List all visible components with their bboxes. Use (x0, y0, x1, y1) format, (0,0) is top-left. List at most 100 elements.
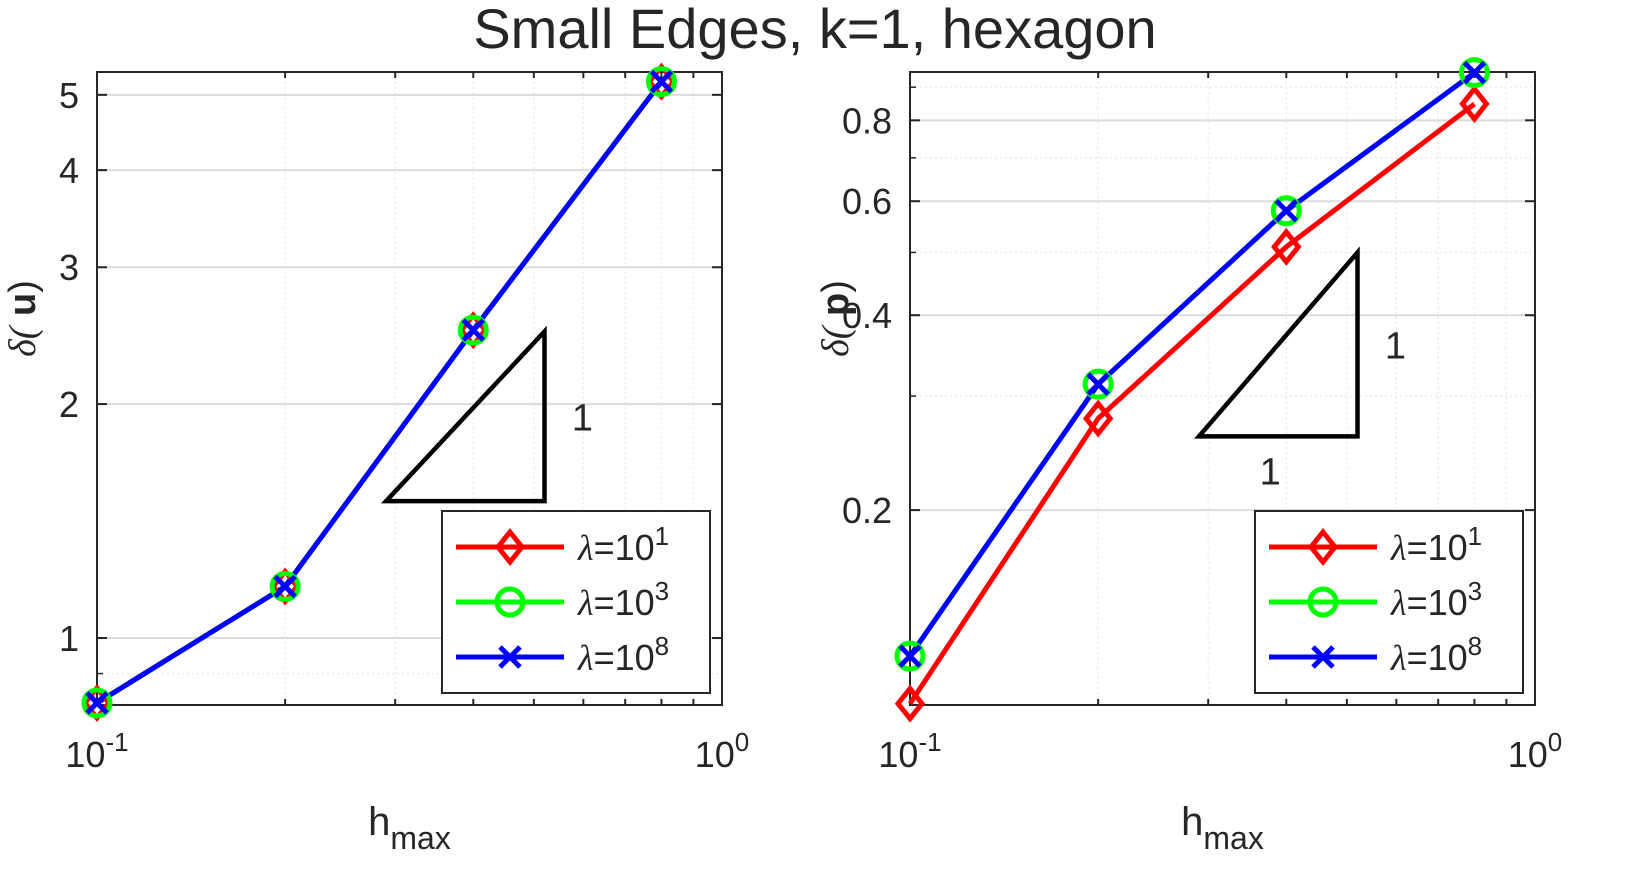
x-tick-label-exponent: 0 (1548, 727, 1562, 757)
data-point-x (85, 691, 109, 715)
legend-lambda: λ (577, 528, 594, 568)
y-axis-label-variable: u (2, 293, 44, 327)
slope-triangle-vertical-label: 1 (572, 397, 593, 439)
series-x (907, 70, 1476, 658)
x-tick-label-exponent: -1 (105, 727, 128, 757)
legend-lambda: λ (1390, 528, 1407, 568)
legend-marker-diamond (1307, 527, 1339, 567)
data-point-circle (1082, 368, 1114, 400)
legend-entry-label: λ=108 (577, 631, 669, 678)
legend-marker-x (1311, 645, 1335, 669)
legend-entry-label: λ=103 (1390, 576, 1482, 623)
data-point-diamond (1459, 84, 1490, 123)
x-tick-label-exponent: 0 (735, 727, 749, 757)
series-x (95, 80, 664, 706)
x-tick-label: 10-1 (878, 727, 941, 775)
y-tick-label: 1 (59, 618, 79, 659)
legend-base: =10 (594, 527, 655, 568)
y-tick-label: 5 (59, 75, 79, 116)
y-tick-label: 0.8 (842, 100, 892, 141)
y-tick-label: 2 (59, 384, 79, 425)
data-point-x (649, 69, 674, 94)
legend-exponent: 8 (1468, 631, 1482, 661)
x-axis-label-main: h (368, 800, 390, 844)
data-point-circle (81, 687, 113, 719)
data-point-circle (1270, 195, 1302, 227)
legend-marker-circle (494, 586, 526, 618)
legend-entry-label: λ=103 (577, 576, 669, 623)
series-markers-x (898, 60, 1487, 668)
axes-frame (96, 71, 723, 706)
legend-entry-label: λ=101 (577, 521, 669, 568)
legend-lambda: λ (577, 583, 594, 623)
y-tick-label: 0.6 (842, 181, 892, 222)
data-point-x (461, 318, 486, 342)
series-markers-circle (894, 57, 1490, 672)
y-axis-label: δ( u) (2, 280, 44, 357)
slope-triangle-vertical-label: 1 (1385, 325, 1406, 367)
x-tick-label: 10-1 (65, 727, 128, 775)
figure-title: Small Edges, k=1, hexagon (473, 0, 1156, 60)
series-line (907, 101, 1476, 705)
data-point-circle (894, 640, 926, 672)
legend-base: =10 (1407, 637, 1468, 678)
x-tick-label: 100 (1508, 727, 1563, 775)
legend-entry-label: λ=101 (1390, 521, 1482, 568)
legend-base: =10 (1407, 582, 1468, 623)
slope-triangle (1194, 246, 1360, 439)
legend-base: =10 (594, 637, 655, 678)
x-axis-label-subscript: max (390, 820, 450, 856)
series-markers-circle (81, 66, 677, 719)
y-axis-label-prefix: δ( (815, 324, 857, 357)
x-axis-label-subscript: max (1203, 820, 1263, 856)
slope-triangle (380, 325, 547, 504)
legend-exponent: 1 (1468, 521, 1482, 551)
data-point-circle (457, 314, 489, 346)
data-point-circle (645, 66, 677, 98)
legend-exponent: 3 (1468, 576, 1482, 606)
y-axis-label-suffix: ) (815, 280, 857, 293)
x-tick-label-exponent: -1 (918, 727, 941, 757)
series-markers-x (85, 69, 674, 715)
x-tick-label: 100 (695, 727, 750, 775)
legend-exponent: 3 (655, 576, 669, 606)
data-point-x (1086, 372, 1110, 396)
data-point-x (273, 574, 297, 599)
legend-lambda: λ (1390, 583, 1407, 623)
data-point-x (1274, 198, 1299, 223)
axes-frame (909, 71, 1536, 706)
x-tick-label-base: 10 (878, 734, 918, 775)
legend-base: =10 (1407, 527, 1468, 568)
legend-base: =10 (594, 582, 655, 623)
series-line (907, 70, 1476, 658)
x-axis-label: hmax (368, 800, 451, 856)
legend-marker-x (498, 645, 522, 669)
legend-lambda: λ (577, 638, 594, 678)
y-tick-label: 0.4 (842, 295, 892, 336)
legend-marker-diamond (494, 527, 526, 567)
series-markers-diamond (894, 84, 1490, 723)
series-diamond (907, 101, 1476, 705)
y-axis-label-variable: p (815, 293, 857, 327)
y-axis-label-prefix: δ( (2, 324, 44, 357)
slope-triangle-horizontal-label: 1 (1260, 451, 1281, 493)
legend-exponent: 8 (655, 631, 669, 661)
data-point-x (898, 644, 922, 668)
data-point-circle (269, 570, 301, 602)
data-point-diamond (894, 684, 926, 723)
x-tick-label-base: 10 (65, 734, 105, 775)
x-axis-label: hmax (1181, 800, 1264, 856)
y-tick-label: 0.2 (842, 490, 892, 531)
legend-entry-label: λ=108 (1390, 631, 1482, 678)
y-axis-label-suffix: ) (2, 280, 44, 293)
data-point-x (1462, 60, 1487, 85)
data-point-circle (1458, 57, 1490, 89)
y-tick-label: 4 (59, 150, 79, 191)
y-tick-label: 3 (59, 247, 79, 288)
series-line (95, 80, 664, 706)
x-tick-label-base: 10 (695, 734, 735, 775)
legend-lambda: λ (1390, 638, 1407, 678)
